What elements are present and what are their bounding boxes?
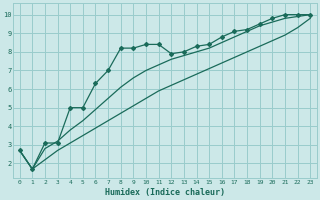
X-axis label: Humidex (Indice chaleur): Humidex (Indice chaleur) bbox=[105, 188, 225, 197]
